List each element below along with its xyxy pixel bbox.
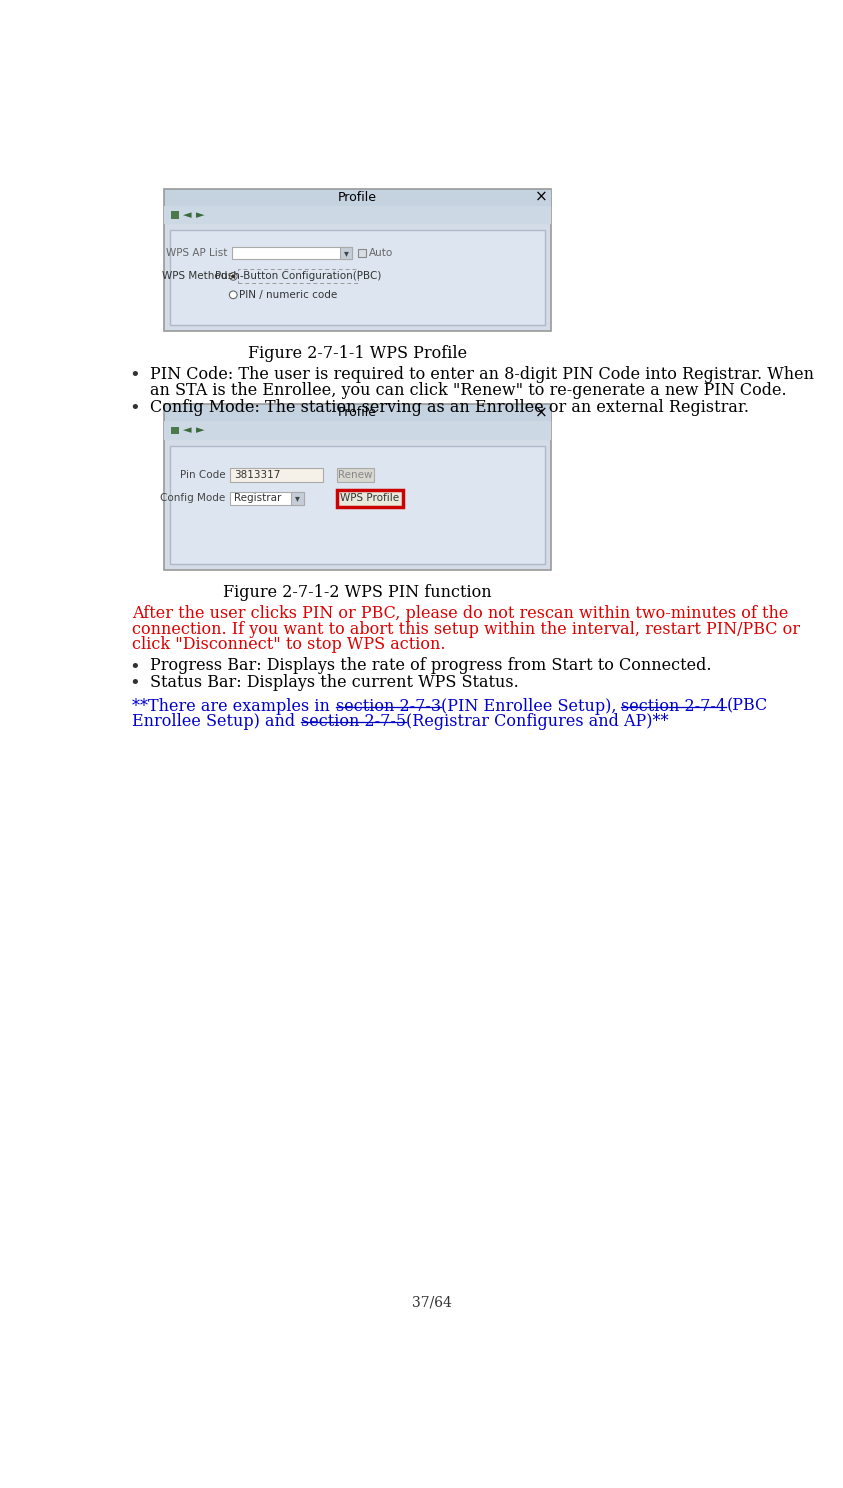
Text: •: • — [130, 658, 140, 676]
Bar — [164, 405, 551, 570]
Text: Auto: Auto — [369, 248, 393, 259]
Text: Progress Bar: Displays the rate of progress from Start to Connected.: Progress Bar: Displays the rate of progr… — [150, 658, 711, 674]
Bar — [341, 247, 352, 259]
Text: (PIN Enrollee Setup),: (PIN Enrollee Setup), — [441, 698, 621, 714]
Text: Push-Button Configuration(PBC): Push-Button Configuration(PBC) — [215, 271, 381, 281]
Text: connection. If you want to abort this setup within the interval, restart PIN/PBC: connection. If you want to abort this se… — [132, 620, 801, 637]
Text: PIN Code: The user is required to enter an 8-digit PIN Code into Registrar. When: PIN Code: The user is required to enter … — [150, 366, 814, 384]
Text: WPS AP List: WPS AP List — [166, 248, 228, 259]
Text: WPS Profile: WPS Profile — [341, 493, 400, 503]
Bar — [337, 467, 374, 482]
Text: 37/64: 37/64 — [411, 1296, 452, 1309]
Text: Renew: Renew — [338, 470, 373, 481]
Bar — [292, 491, 303, 504]
Text: click "Disconnect" to stop WPS action.: click "Disconnect" to stop WPS action. — [132, 635, 446, 653]
Text: Pin Code: Pin Code — [180, 470, 225, 481]
Circle shape — [229, 292, 237, 299]
Bar — [230, 469, 323, 482]
Text: (PBC: (PBC — [727, 698, 767, 714]
Text: Enrollee Setup) and: Enrollee Setup) and — [132, 713, 301, 731]
Bar — [164, 205, 551, 225]
Text: section 2-7-4: section 2-7-4 — [621, 698, 727, 714]
Text: PIN / numeric code: PIN / numeric code — [239, 290, 338, 299]
Text: ▾: ▾ — [295, 493, 300, 503]
Text: section 2-7-3: section 2-7-3 — [336, 698, 441, 714]
Bar — [238, 269, 358, 283]
Text: WPS Method: WPS Method — [163, 271, 228, 281]
Text: (Registrar Configures and AP)**: (Registrar Configures and AP)** — [405, 713, 668, 731]
Text: section 2-7-5: section 2-7-5 — [301, 713, 405, 731]
Text: ◄: ◄ — [182, 210, 191, 220]
Text: ►: ► — [196, 426, 205, 436]
Bar — [164, 405, 551, 421]
Text: 3813317: 3813317 — [234, 470, 281, 481]
Text: ×: × — [535, 405, 548, 420]
Text: Config Mode: Config Mode — [160, 493, 225, 503]
Text: ▾: ▾ — [344, 248, 348, 259]
Bar — [169, 446, 545, 564]
Text: ◄: ◄ — [182, 426, 191, 436]
Bar — [164, 189, 551, 330]
Bar — [358, 250, 366, 257]
Bar — [232, 247, 352, 259]
Text: ►: ► — [196, 210, 205, 220]
Text: an STA is the Enrollee, you can click "Renew" to re-generate a new PIN Code.: an STA is the Enrollee, you can click "R… — [150, 382, 787, 399]
Text: Status Bar: Displays the current WPS Status.: Status Bar: Displays the current WPS Sta… — [150, 674, 519, 692]
Text: Profile: Profile — [338, 190, 377, 204]
Text: Figure 2-7-1-1 WPS Profile: Figure 2-7-1-1 WPS Profile — [248, 345, 467, 362]
Text: Registrar: Registrar — [234, 493, 282, 503]
Bar — [171, 427, 179, 434]
Bar — [164, 421, 551, 439]
Bar — [171, 211, 179, 219]
Circle shape — [231, 274, 235, 278]
Text: •: • — [130, 366, 140, 384]
Circle shape — [229, 272, 237, 280]
Bar — [164, 189, 551, 205]
Text: **There are examples in: **There are examples in — [132, 698, 336, 714]
Bar — [169, 231, 545, 324]
Text: ×: × — [535, 189, 548, 204]
Text: Config Mode: The station serving as an Enrollee or an external Registrar.: Config Mode: The station serving as an E… — [150, 399, 749, 415]
Bar — [230, 491, 303, 504]
Bar — [337, 490, 403, 506]
Text: After the user clicks PIN or PBC, please do not rescan within two-minutes of the: After the user clicks PIN or PBC, please… — [132, 606, 789, 622]
Text: •: • — [130, 399, 140, 417]
Text: •: • — [130, 674, 140, 692]
Text: Figure 2-7-1-2 WPS PIN function: Figure 2-7-1-2 WPS PIN function — [223, 583, 491, 601]
Text: Profile: Profile — [338, 406, 377, 420]
